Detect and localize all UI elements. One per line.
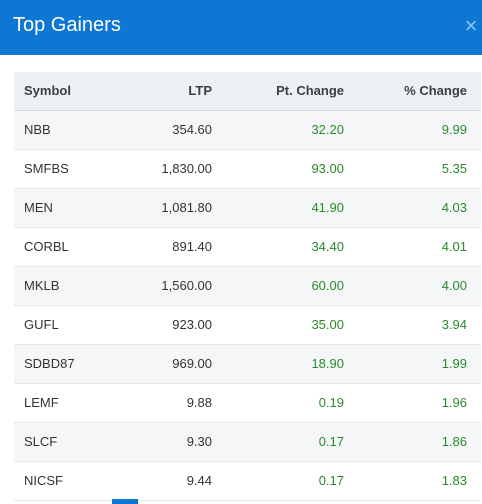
modal-title: Top Gainers (13, 14, 121, 36)
cell-pt-change: 93.00 (311, 161, 344, 176)
cell-pt-change: 60.00 (311, 278, 344, 293)
cell-ltp: 923.00 (172, 317, 212, 332)
table-body: NBB 354.60 32.20 9.99 SMFBS 1,830.00 93.… (14, 110, 481, 500)
cell-pct-change: 1.83 (441, 473, 467, 488)
table-row[interactable]: MKLB 1,560.00 60.00 4.00 (14, 266, 481, 305)
table-header-row: Symbol LTP Pt. Change % Change (14, 72, 481, 110)
cell-pct-change: 3.94 (441, 317, 467, 332)
column-header-pct-change[interactable]: % Change (404, 83, 467, 99)
cell-pct-change: 5.35 (441, 161, 467, 176)
cell-ltp: 354.60 (172, 122, 212, 137)
cell-symbol[interactable]: MKLB (24, 278, 60, 293)
cell-pt-change: 41.90 (311, 200, 344, 215)
table-row[interactable]: NICSF 9.44 0.17 1.83 (14, 461, 481, 500)
cell-pt-change: 0.17 (318, 473, 344, 488)
cell-ltp: 969.00 (172, 356, 212, 371)
cell-symbol[interactable]: LEMF (24, 395, 59, 410)
cell-pt-change: 35.00 (311, 317, 344, 332)
table-row[interactable]: GUFL 923.00 35.00 3.94 (14, 305, 481, 344)
cell-symbol[interactable]: CORBL (24, 239, 69, 254)
top-gainers-table: Symbol LTP Pt. Change % Change NBB 354.6… (14, 72, 481, 501)
cell-pt-change: 0.17 (318, 434, 344, 449)
cell-pt-change: 18.90 (311, 356, 344, 371)
cell-pct-change: 4.00 (441, 278, 467, 293)
table-row[interactable]: SLCF 9.30 0.17 1.86 (14, 422, 481, 461)
table-row[interactable]: SDBD87 969.00 18.90 1.99 (14, 344, 481, 383)
cell-ltp: 891.40 (172, 239, 212, 254)
column-header-symbol[interactable]: Symbol (24, 83, 71, 99)
table-row[interactable]: MEN 1,081.80 41.90 4.03 (14, 188, 481, 227)
table-row[interactable]: LEMF 9.88 0.19 1.96 (14, 383, 481, 422)
modal-header: Top Gainers × (0, 0, 482, 55)
cell-pct-change: 4.01 (441, 239, 467, 254)
cell-ltp: 9.88 (186, 395, 212, 410)
cell-ltp: 9.30 (186, 434, 212, 449)
column-header-ltp[interactable]: LTP (188, 83, 212, 99)
column-header-pt-change[interactable]: Pt. Change (276, 83, 344, 99)
cell-pct-change: 9.99 (441, 122, 467, 137)
cell-symbol[interactable]: NICSF (24, 473, 63, 488)
cell-ltp: 1,560.00 (161, 278, 212, 293)
pagination-active-indicator[interactable] (112, 499, 138, 504)
cell-ltp: 9.44 (186, 473, 212, 488)
close-icon[interactable]: × (464, 13, 478, 38)
cell-pt-change: 34.40 (311, 239, 344, 254)
cell-ltp: 1,081.80 (161, 200, 212, 215)
cell-symbol[interactable]: SMFBS (24, 161, 69, 176)
cell-pt-change: 32.20 (311, 122, 344, 137)
table-row[interactable]: CORBL 891.40 34.40 4.01 (14, 227, 481, 266)
cell-pct-change: 1.86 (441, 434, 467, 449)
cell-ltp: 1,830.00 (161, 161, 212, 176)
cell-symbol[interactable]: MEN (24, 200, 53, 215)
table-row[interactable]: NBB 354.60 32.20 9.99 (14, 110, 481, 149)
cell-pct-change: 1.96 (441, 395, 467, 410)
table-row[interactable]: SMFBS 1,830.00 93.00 5.35 (14, 149, 481, 188)
cell-symbol[interactable]: NBB (24, 122, 51, 137)
cell-pct-change: 4.03 (441, 200, 467, 215)
cell-pt-change: 0.19 (318, 395, 344, 410)
cell-symbol[interactable]: SDBD87 (24, 356, 75, 371)
cell-symbol[interactable]: SLCF (24, 434, 58, 449)
cell-symbol[interactable]: GUFL (24, 317, 59, 332)
top-gainers-table-container: Symbol LTP Pt. Change % Change NBB 354.6… (14, 72, 481, 501)
cell-pct-change: 1.99 (441, 356, 467, 371)
